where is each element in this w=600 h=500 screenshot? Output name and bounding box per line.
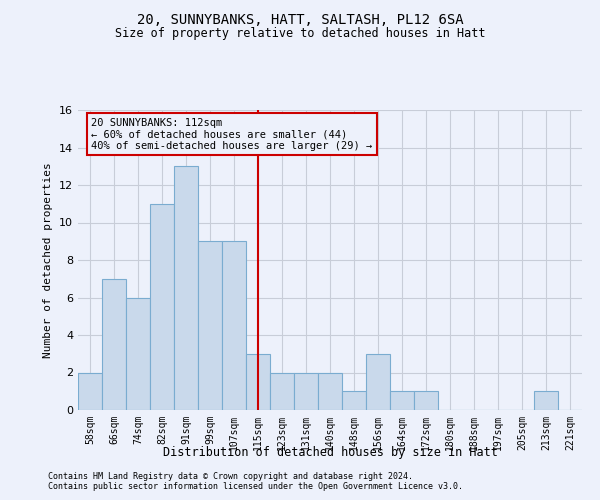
Text: 20, SUNNYBANKS, HATT, SALTASH, PL12 6SA: 20, SUNNYBANKS, HATT, SALTASH, PL12 6SA xyxy=(137,12,463,26)
Bar xyxy=(534,391,558,410)
Bar xyxy=(222,242,246,410)
Bar xyxy=(318,372,342,410)
Bar xyxy=(126,298,150,410)
Text: Size of property relative to detached houses in Hatt: Size of property relative to detached ho… xyxy=(115,28,485,40)
Bar xyxy=(342,391,366,410)
Text: Contains public sector information licensed under the Open Government Licence v3: Contains public sector information licen… xyxy=(48,482,463,491)
Bar xyxy=(198,242,222,410)
Bar xyxy=(78,372,102,410)
Text: 20 SUNNYBANKS: 112sqm
← 60% of detached houses are smaller (44)
40% of semi-deta: 20 SUNNYBANKS: 112sqm ← 60% of detached … xyxy=(91,118,373,150)
Bar xyxy=(294,372,318,410)
Text: Contains HM Land Registry data © Crown copyright and database right 2024.: Contains HM Land Registry data © Crown c… xyxy=(48,472,413,481)
Y-axis label: Number of detached properties: Number of detached properties xyxy=(43,162,53,358)
Bar xyxy=(102,279,126,410)
Text: Distribution of detached houses by size in Hatt: Distribution of detached houses by size … xyxy=(163,446,497,459)
Bar xyxy=(270,372,294,410)
Bar xyxy=(366,354,390,410)
Bar xyxy=(414,391,438,410)
Bar xyxy=(246,354,270,410)
Bar xyxy=(150,204,174,410)
Bar xyxy=(390,391,414,410)
Bar xyxy=(174,166,198,410)
